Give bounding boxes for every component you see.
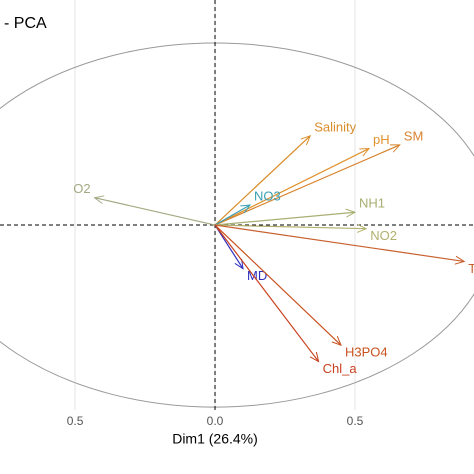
variable-arrow xyxy=(215,225,366,229)
x-tick-label: 0.5 xyxy=(67,414,84,428)
variable-label: H3PO4 xyxy=(345,345,388,360)
variable-arrow xyxy=(214,224,319,362)
chart-title: - PCA xyxy=(4,15,47,32)
variable-arrow xyxy=(95,198,216,226)
variable-arrow xyxy=(214,224,243,269)
variable-label: NH1 xyxy=(359,196,385,211)
x-tick-label: 0.0 xyxy=(207,414,224,428)
variable-label: MD xyxy=(247,268,267,283)
x-tick-label: 0.5 xyxy=(347,414,364,428)
x-axis-label: Dim1 (26.4%) xyxy=(172,431,258,447)
variable-label: NO2 xyxy=(370,228,397,243)
variable-label: SM xyxy=(404,128,424,143)
variable-label: NO3 xyxy=(254,188,281,203)
variable-arrow xyxy=(214,212,355,226)
variable-label: O2 xyxy=(73,181,90,196)
variable-label: Salinity xyxy=(314,119,356,134)
variable-label: T xyxy=(468,261,474,276)
variable-label: pH xyxy=(373,132,390,147)
variable-arrow xyxy=(214,205,250,226)
variable-arrow xyxy=(214,224,341,345)
variable-arrow xyxy=(214,136,310,226)
variable-arrow xyxy=(214,224,464,261)
variable-label: Chl_a xyxy=(323,361,358,376)
